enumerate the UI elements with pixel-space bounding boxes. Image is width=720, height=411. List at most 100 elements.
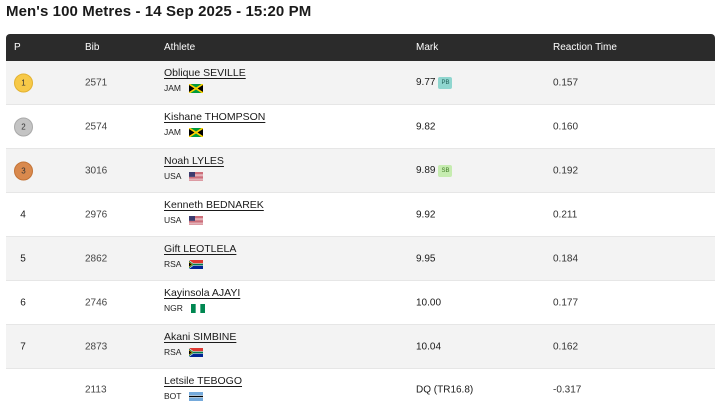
mark-cell: 9.89 SB — [416, 164, 453, 177]
column-header-position: P — [14, 42, 21, 53]
athlete-name-link[interactable]: Noah LYLES — [164, 155, 224, 167]
country-code: USA — [164, 215, 182, 225]
athlete-name-link[interactable]: Kayinsola AJAYI — [164, 287, 241, 299]
page-title: Men's 100 Metres - 14 Sep 2025 - 15:20 P… — [6, 3, 312, 20]
bib-number: 2862 — [85, 253, 108, 264]
bronze-medal-badge: 3 — [14, 161, 33, 180]
reaction-time: 0.192 — [553, 165, 579, 176]
silver-medal-badge: 2 — [14, 117, 33, 136]
mark-value: 9.92 — [416, 209, 436, 220]
pb-record-badge: PB — [438, 76, 453, 89]
bib-number: 3016 — [85, 165, 108, 176]
nationality: BOT — [164, 391, 242, 401]
table-body: 1 2571 Oblique SEVILLE JAM 9.77 PB 0.157 2 2574… — [6, 61, 715, 411]
rsa-flag-icon — [189, 347, 204, 357]
results-table: P Bib Athlete Mark Reaction Time 1 2571 Ob… — [6, 34, 715, 411]
position-cell: 7 — [14, 341, 32, 352]
mark-value: 9.89 — [416, 165, 436, 176]
country-code: JAM — [164, 83, 181, 93]
bib-number: 2571 — [85, 77, 108, 88]
athlete-name-link[interactable]: Akani SIMBINE — [164, 331, 237, 343]
mark-value: 9.95 — [416, 253, 436, 264]
country-code: RSA — [164, 259, 182, 269]
mark-value: DQ (TR16.8) — [416, 384, 474, 396]
mark-value: 9.82 — [416, 121, 436, 132]
table-row: 7 2873 Akani SIMBINE RSA 10.04 0.162 — [6, 325, 715, 369]
athlete-cell: Letsile TEBOGO BOT — [164, 375, 242, 401]
table-row: 4 2976 Kenneth BEDNAREK USA 9.92 0.211 — [6, 193, 715, 237]
athlete-cell: Gift LEOTLELA RSA — [164, 243, 236, 269]
table-row: 1 2571 Oblique SEVILLE JAM 9.77 PB 0.157 — [6, 61, 715, 105]
nationality: RSA — [164, 347, 236, 357]
reaction-time: 0.184 — [553, 253, 579, 264]
bot-flag-icon — [189, 391, 204, 401]
mark-cell: 9.92 — [416, 209, 435, 220]
mark-cell: 10.04 — [416, 341, 441, 352]
athlete-cell: Oblique SEVILLE JAM — [164, 67, 246, 93]
column-header-bib: Bib — [85, 42, 100, 53]
sb-record-badge: SB — [438, 164, 453, 177]
athlete-name-link[interactable]: Kishane THOMPSON — [164, 111, 266, 123]
position-text: 7 — [20, 341, 26, 352]
table-row: 5 2862 Gift LEOTLELA RSA 9.95 0.184 — [6, 237, 715, 281]
position-cell: 4 — [14, 209, 32, 220]
athlete-name-link[interactable]: Oblique SEVILLE — [164, 67, 246, 79]
athlete-cell: Noah LYLES USA — [164, 155, 224, 181]
usa-flag-icon — [189, 171, 204, 181]
ngr-flag-icon — [190, 303, 205, 313]
mark-cell: 10.00 — [416, 297, 441, 308]
athlete-cell: Akani SIMBINE RSA — [164, 331, 236, 357]
reaction-time: -0.317 — [553, 384, 582, 396]
mark-cell: 9.82 — [416, 121, 435, 132]
bib-number: 2976 — [85, 209, 108, 220]
mark-value: 9.77 — [416, 77, 436, 88]
nationality: JAM — [164, 127, 265, 137]
position-text: 5 — [20, 253, 26, 264]
position-text: 6 — [20, 297, 26, 308]
country-code: USA — [164, 171, 182, 181]
position-cell: 5 — [14, 253, 32, 264]
country-code: RSA — [164, 347, 182, 357]
bib-number: 2574 — [85, 121, 108, 132]
position-text: 4 — [20, 209, 26, 220]
nationality: USA — [164, 171, 224, 181]
position-cell: 6 — [14, 297, 32, 308]
jam-flag-icon — [189, 127, 203, 137]
athlete-name-link[interactable]: Letsile TEBOGO — [164, 375, 243, 387]
mark-cell: DQ (TR16.8) — [416, 385, 473, 396]
jam-flag-icon — [189, 83, 203, 93]
table-row: 6 2746 Kayinsola AJAYI NGR 10.00 0.177 — [6, 281, 715, 325]
reaction-time: 0.160 — [553, 121, 579, 132]
column-header-reaction-time: Reaction Time — [553, 42, 617, 53]
athlete-cell: Kenneth BEDNAREK USA — [164, 199, 264, 225]
athlete-name-link[interactable]: Gift LEOTLELA — [164, 243, 237, 255]
reaction-time: 0.177 — [553, 297, 579, 308]
mark-cell: 9.77 PB — [416, 76, 453, 89]
nationality: NGR — [164, 303, 240, 313]
nationality: JAM — [164, 83, 246, 93]
table-row: 3 3016 Noah LYLES USA 9.89 SB 0.192 — [6, 149, 715, 193]
column-header-mark: Mark — [416, 42, 439, 53]
mark-cell: 9.95 — [416, 253, 435, 264]
position-cell: 3 — [14, 161, 33, 180]
rsa-flag-icon — [189, 259, 204, 269]
bib-number: 2113 — [85, 384, 107, 396]
position-cell: 2 — [14, 117, 33, 136]
gold-medal-badge: 1 — [14, 73, 33, 92]
column-header-athlete: Athlete — [164, 42, 196, 53]
nationality: USA — [164, 215, 264, 225]
usa-flag-icon — [189, 215, 204, 225]
bib-number: 2873 — [85, 341, 108, 352]
table-row: 2113 Letsile TEBOGO BOT DQ (TR16.8) -0.317 — [6, 369, 715, 411]
country-code: JAM — [164, 127, 181, 137]
athlete-name-link[interactable]: Kenneth BEDNAREK — [164, 199, 264, 211]
table-header: P Bib Athlete Mark Reaction Time — [6, 34, 715, 61]
reaction-time: 0.157 — [553, 77, 579, 88]
country-code: NGR — [164, 303, 183, 313]
country-code: BOT — [164, 391, 182, 401]
reaction-time: 0.211 — [553, 209, 578, 220]
nationality: RSA — [164, 259, 236, 269]
mark-value: 10.00 — [416, 297, 442, 308]
athlete-cell: Kishane THOMPSON JAM — [164, 111, 265, 137]
reaction-time: 0.162 — [553, 341, 579, 352]
